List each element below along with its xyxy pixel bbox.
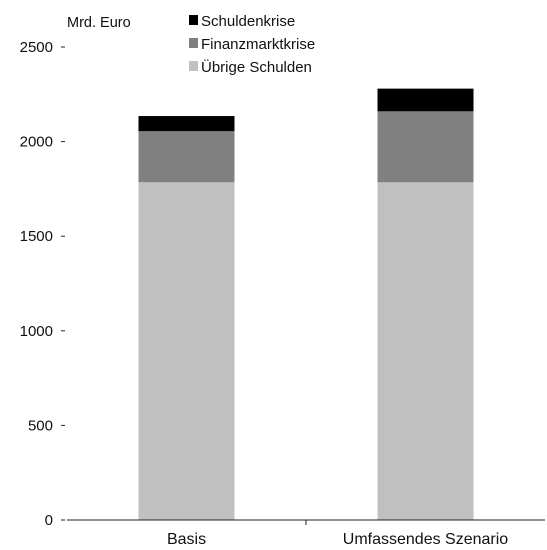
legend-swatch-schuldenkrise <box>189 15 198 25</box>
bar-finanzmarktkrise-umfassendes-szenario <box>377 111 474 183</box>
y-tick-label: 1500 <box>20 228 53 245</box>
bars <box>138 88 474 520</box>
bar-finanzmarktkrise-basis <box>138 131 235 183</box>
bar-uebrige-schulden-umfassendes-szenario <box>377 182 474 520</box>
x-axis: Basis Umfassendes Szenario <box>67 519 545 548</box>
y-tick-label: 2000 <box>20 134 53 151</box>
legend: Schuldenkrise Finanzmarktkrise Übrige Schu… <box>189 13 315 76</box>
legend-label-finanzmarktkrise: Finanzmarktkrise <box>201 36 315 53</box>
bar-schuldenkrise-basis <box>138 116 235 132</box>
x-category-label: Umfassendes Szenario <box>343 531 509 548</box>
y-tick-label: 500 <box>28 417 53 434</box>
bar-schuldenkrise-umfassendes-szenario <box>377 88 474 112</box>
y-tick-label: 0 <box>45 512 53 529</box>
y-axis: 0 500 1000 1500 2000 2500 <box>20 39 65 529</box>
y-tick-label: 1000 <box>20 323 53 340</box>
y-tick-label: 2500 <box>20 39 53 56</box>
legend-swatch-finanzmarktkrise <box>189 38 198 48</box>
x-category-label: Basis <box>167 531 206 548</box>
legend-swatch-uebrige-schulden <box>189 61 198 71</box>
legend-label-schuldenkrise: Schuldenkrise <box>201 13 295 30</box>
legend-label-uebrige-schulden: Übrige Schulden <box>201 58 312 76</box>
y-axis-unit-label: Mrd. Euro <box>67 15 131 31</box>
bar-uebrige-schulden-basis <box>138 182 235 520</box>
